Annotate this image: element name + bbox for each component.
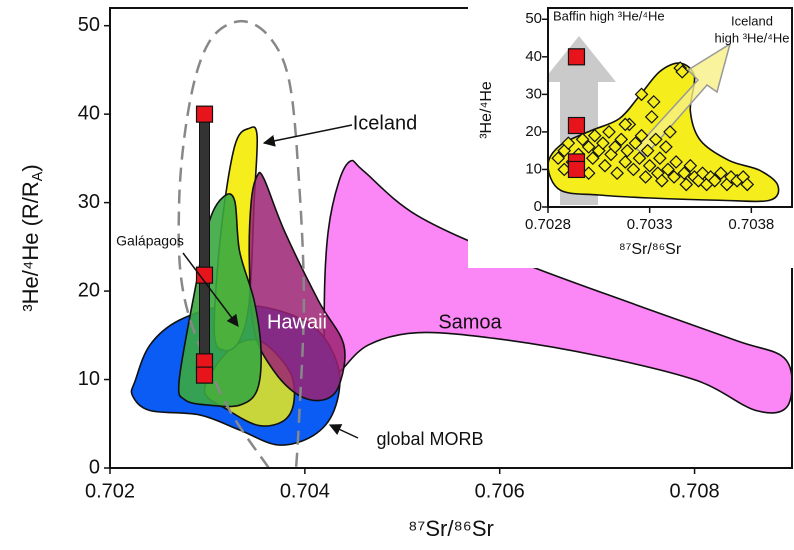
square-point bbox=[195, 366, 214, 384]
y-tick-label: 40 bbox=[78, 102, 100, 124]
diamond-point bbox=[652, 151, 667, 166]
plot-area bbox=[130, 20, 792, 468]
diamond-point bbox=[608, 140, 622, 154]
square-point bbox=[195, 105, 214, 123]
diamond-point bbox=[648, 132, 663, 147]
diamond-point bbox=[713, 166, 728, 181]
diamond-point bbox=[642, 158, 657, 173]
diamond-point bbox=[581, 140, 596, 154]
y-tick-label: 20 bbox=[525, 123, 542, 140]
diamond-point bbox=[683, 158, 698, 173]
diamond-point bbox=[634, 87, 649, 102]
diamond-point bbox=[618, 155, 633, 169]
diamond-point bbox=[679, 177, 694, 192]
y-tick-label: 0 bbox=[89, 456, 100, 478]
diamond-point bbox=[655, 173, 669, 188]
y-tick-label: 50 bbox=[525, 10, 542, 27]
diamond-point bbox=[661, 162, 675, 177]
field-label: Galápagos bbox=[116, 233, 184, 249]
x-tick-label: 0.7033 bbox=[627, 216, 673, 233]
diamond-point bbox=[659, 140, 673, 154]
diamond-point bbox=[551, 151, 566, 166]
diamond-point bbox=[677, 166, 692, 181]
diamond-point bbox=[575, 132, 590, 147]
diamond-point bbox=[644, 110, 659, 124]
inset-chart: 0.7028 0.7033 0.7038 0 10 20 30 40 50 ⁸⁷Sr/⁸⁶Sr ³H… bbox=[468, 0, 794, 268]
diamond-point bbox=[585, 151, 600, 166]
y-tick-label: 50 bbox=[78, 14, 100, 36]
field-label: global MORB bbox=[376, 429, 483, 449]
field-label: Iceland bbox=[353, 112, 418, 134]
diamond-point bbox=[663, 125, 677, 139]
diamond-point bbox=[626, 162, 641, 177]
diamond-point bbox=[596, 136, 610, 151]
diamond-point bbox=[740, 177, 755, 192]
x-axis-label: ⁸⁷Sr/⁸⁶Sr bbox=[619, 241, 682, 258]
diamond-point bbox=[620, 143, 635, 158]
x-tick-label: 0.706 bbox=[475, 480, 525, 502]
diamond-point bbox=[669, 155, 683, 169]
y-axis-label-suffix: ) bbox=[18, 164, 43, 171]
diamond-point bbox=[614, 132, 629, 147]
diamond-point bbox=[632, 151, 647, 166]
field-label-arrow bbox=[182, 252, 239, 327]
diamond-point bbox=[638, 170, 653, 184]
y-axis-label: ³He/⁴He (R/RA) bbox=[18, 164, 46, 311]
square-point bbox=[195, 266, 214, 284]
diamond-point bbox=[602, 125, 616, 139]
y-axis-label: ³He/⁴He bbox=[478, 81, 495, 139]
y-tick-label: 30 bbox=[78, 191, 100, 213]
diamond-point bbox=[587, 128, 602, 143]
diamond-point bbox=[618, 117, 633, 132]
plot-area bbox=[548, 36, 780, 205]
diamond-point bbox=[675, 64, 690, 79]
x-tick-label: 0.702 bbox=[85, 480, 135, 502]
square-point bbox=[567, 116, 586, 135]
field-label-arrow bbox=[328, 424, 359, 439]
y-axis-label-text: ³He/⁴He bbox=[478, 81, 495, 139]
annotation: Baffin high ³He/⁴He bbox=[553, 8, 665, 23]
diamond-point bbox=[628, 136, 643, 151]
main-chart: 0.702 0.704 0.706 0.708 0 10 20 30 40 50 ⁸⁷Sr/⁸⁶Sr… bbox=[18, 7, 793, 541]
diamond-point bbox=[707, 173, 722, 188]
y-axis-label-text: ³He/⁴He (R/R bbox=[18, 181, 43, 311]
square-point bbox=[567, 48, 586, 66]
field-outline bbox=[177, 20, 306, 468]
diamond-point bbox=[646, 95, 661, 109]
x-tick-label: 0.704 bbox=[280, 480, 330, 502]
field-label-arrow bbox=[262, 124, 353, 147]
y-tick-label: 0 bbox=[534, 198, 542, 215]
field bbox=[323, 159, 792, 414]
plot-frame bbox=[547, 7, 793, 208]
diamond-point bbox=[634, 128, 649, 143]
y-tick-label: 40 bbox=[525, 48, 542, 65]
diamond-point bbox=[610, 166, 624, 181]
x-tick-label: 0.7038 bbox=[728, 216, 774, 233]
annotation: high ³He/⁴He bbox=[715, 30, 790, 45]
annotation: Iceland bbox=[731, 13, 773, 28]
x-tick-label: 0.708 bbox=[670, 480, 720, 502]
diamond-point bbox=[667, 170, 681, 184]
field bbox=[248, 171, 346, 402]
field-label: Hawaii bbox=[267, 311, 327, 333]
y-tick-label: 10 bbox=[525, 160, 542, 177]
y-tick-label: 20 bbox=[78, 279, 100, 301]
diamond-point bbox=[640, 143, 655, 158]
x-axis-label: ⁸⁷Sr/⁸⁶Sr bbox=[408, 516, 494, 541]
field-label: Samoa bbox=[438, 311, 502, 333]
range-bar bbox=[199, 113, 211, 376]
diamond-point bbox=[561, 136, 576, 151]
square-point bbox=[567, 160, 586, 179]
y-axis-label-subscript: A bbox=[30, 171, 46, 181]
diamond-point bbox=[598, 158, 612, 173]
y-tick-label: 10 bbox=[78, 368, 100, 390]
x-tick-label: 0.7028 bbox=[525, 216, 571, 233]
y-tick-label: 30 bbox=[525, 85, 542, 102]
